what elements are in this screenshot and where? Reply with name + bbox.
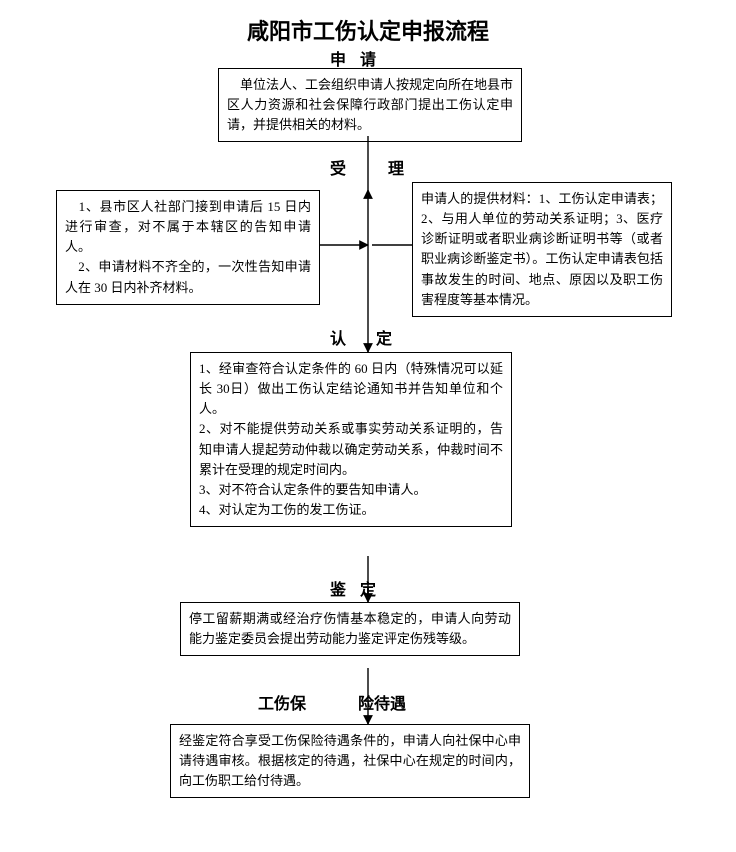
node-treatment: 经鉴定符合享受工伤保险待遇条件的，申请人向社保中心申请待遇审核。根据核定的待遇，… bbox=[170, 724, 530, 798]
node-line: 4、对认定为工伤的发工伤证。 bbox=[199, 500, 503, 520]
stage-shouli-left: 受 bbox=[330, 161, 346, 178]
stage-shenqing: 申请 bbox=[330, 46, 390, 70]
node-accept-right: 申请人的提供材料：1、工伤认定申请表；2、与用人单位的劳动关系证明；3、医疗诊断… bbox=[412, 182, 672, 317]
node-accept-left: 1、县市区人社部门接到申请后 15 日内进行审查，对不属于本辖区的告知申请人。 … bbox=[56, 190, 320, 305]
node-line: 经鉴定符合享受工伤保险待遇条件的，申请人向社保中心申请待遇审核。根据核定的待遇，… bbox=[179, 731, 521, 791]
node-application: 单位法人、工会组织申请人按规定向所在地县市区人力资源和社会保障行政部门提出工伤认… bbox=[218, 68, 522, 142]
node-line: 2、申请材料不齐全的，一次性告知申请人在 30 日内补齐材料。 bbox=[65, 257, 311, 297]
node-line: 申请人的提供材料：1、工伤认定申请表；2、与用人单位的劳动关系证明；3、医疗诊断… bbox=[421, 189, 663, 310]
node-line: 1、经审查符合认定条件的 60 日内（特殊情况可以延长 30日）做出工伤认定结论… bbox=[199, 359, 503, 419]
stage-shouli: 受 理 bbox=[330, 155, 404, 179]
stage-jianding: 鉴定 bbox=[330, 576, 390, 600]
node-line: 单位法人、工会组织申请人按规定向所在地县市区人力资源和社会保障行政部门提出工伤认… bbox=[227, 75, 513, 135]
node-line: 1、县市区人社部门接到申请后 15 日内进行审查，对不属于本辖区的告知申请人。 bbox=[65, 197, 311, 257]
stage-shouli-right: 理 bbox=[388, 161, 404, 178]
node-line: 2、对不能提供劳动关系或事实劳动关系证明的，告知申请人提起劳动仲裁以确定劳动关系… bbox=[199, 419, 503, 479]
node-determination: 1、经审查符合认定条件的 60 日内（特殊情况可以延长 30日）做出工伤认定结论… bbox=[190, 352, 512, 527]
stage-rending: 认 定 bbox=[330, 325, 392, 349]
stage-rending-right: 定 bbox=[376, 331, 392, 348]
node-line: 3、对不符合认定条件的要告知申请人。 bbox=[199, 480, 503, 500]
stage-rending-left: 认 bbox=[330, 331, 346, 348]
stage-daiyu-right: 险待遇 bbox=[358, 696, 406, 713]
node-appraisal: 停工留薪期满或经治疗伤情基本稳定的，申请人向劳动能力鉴定委员会提出劳动能力鉴定评… bbox=[180, 602, 520, 656]
node-line: 停工留薪期满或经治疗伤情基本稳定的，申请人向劳动能力鉴定委员会提出劳动能力鉴定评… bbox=[189, 609, 511, 649]
page-title: 咸阳市工伤认定申报流程 bbox=[0, 14, 736, 46]
stage-daiyu-left: 工伤保 bbox=[258, 696, 306, 713]
stage-daiyu: 工伤保 险待遇 bbox=[258, 690, 406, 714]
